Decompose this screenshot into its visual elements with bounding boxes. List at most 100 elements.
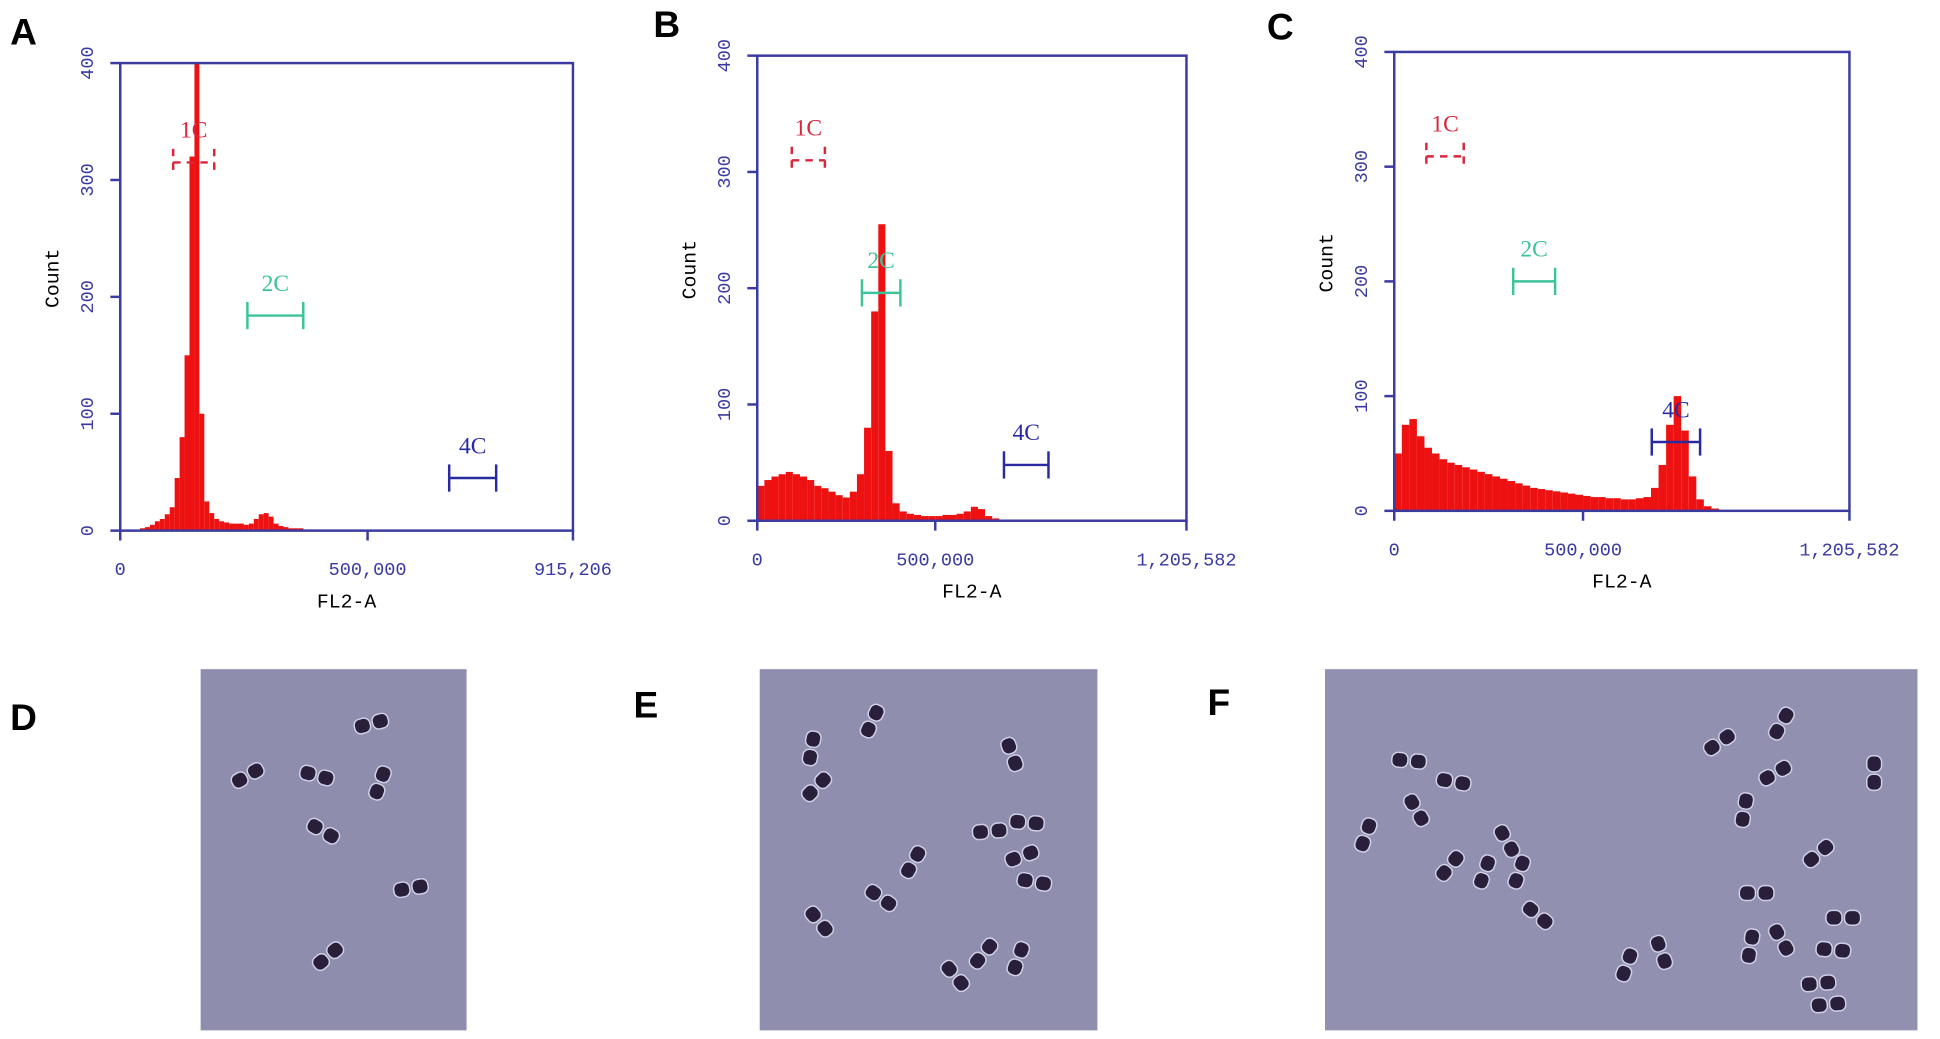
bar [189,156,195,531]
gate-label: 4C [1662,397,1689,423]
y-tick-label: 100 [715,388,736,421]
bar [864,427,872,521]
gate-label: 1C [180,118,207,144]
x-tick-label: 0 [1389,540,1400,561]
bar [977,509,986,521]
bar [771,476,779,521]
gate-label: 2C [1520,237,1547,263]
bar [268,516,274,531]
bar [224,522,230,531]
bar [949,514,957,521]
panel-label: D [10,696,37,738]
gate-label: 4C [1013,420,1040,446]
bar [243,524,249,531]
bar [764,480,772,521]
bar [778,474,786,521]
bar [204,501,210,531]
bar [1605,498,1614,511]
bar [970,506,978,521]
bar [214,518,220,531]
y-tick-label: 200 [1352,265,1373,298]
bar [1409,419,1417,511]
y-tick-label: 400 [1352,35,1373,68]
bar [1567,493,1576,511]
bar [799,476,808,521]
bar [985,516,993,521]
y-tick-label: 0 [78,525,99,536]
bar [899,511,907,521]
bar [258,514,264,531]
bar [1499,478,1508,511]
bar [199,413,205,531]
x-axis-label: FL2-A [942,581,1001,603]
bar [263,513,269,531]
x-axis-label: FL2-A [317,591,376,613]
bar [1454,464,1463,511]
x-tick-label: 0 [115,560,126,581]
panel-label: B [653,3,680,45]
bar [1530,487,1538,511]
bar [1658,464,1667,511]
bar [885,450,893,521]
bar [1673,396,1682,511]
micrograph-e [759,669,1098,1031]
bar [807,480,815,521]
x-tick-label: 0 [752,550,763,571]
bar [1598,497,1606,511]
bar [942,514,950,521]
y-axis-label: Count [1316,233,1338,292]
panel-label: C [1267,6,1294,48]
bar [956,513,964,521]
bar [1439,459,1448,511]
bar [835,495,843,521]
bar [1447,462,1455,511]
y-axis-label: Count [679,240,701,299]
bar [849,491,857,521]
x-tick-label: 1,205,582 [1799,540,1899,561]
bar [1575,494,1584,511]
bar [1650,487,1659,511]
bar [234,523,239,531]
bar [209,513,215,531]
bar [1424,447,1433,511]
y-tick-label: 0 [715,515,736,526]
bar [164,514,170,531]
y-tick-label: 100 [1352,379,1373,412]
bar [219,521,225,531]
bar [814,485,822,521]
bar [821,488,829,521]
bar [283,527,289,531]
bar [1560,492,1568,511]
x-tick-label: 915,206 [534,560,612,581]
bar [1583,495,1591,511]
bar [1401,424,1410,511]
gate-label: 1C [795,116,822,142]
bar [144,527,150,531]
bar [792,474,800,521]
bar [935,516,943,521]
bar [194,63,200,531]
gate-label: 4C [459,433,486,459]
bar [1666,424,1674,511]
bar [878,224,886,521]
plot-frame [1393,50,1851,513]
bar [238,523,244,531]
bar [169,507,175,531]
bar [1462,467,1470,511]
bar [184,355,190,531]
bar [1545,490,1553,511]
bar [1522,485,1531,511]
bar [871,311,879,521]
panel-label: F [1207,681,1230,723]
y-tick-label: 200 [715,272,736,305]
bar [828,491,836,521]
bar [174,478,180,531]
bar [892,503,900,521]
bar [1552,491,1561,511]
micrograph-d [200,669,467,1031]
y-tick-label: 400 [78,46,99,79]
bar [1635,498,1644,511]
bar [913,514,922,521]
bar [1628,499,1636,511]
bar [1515,483,1523,511]
